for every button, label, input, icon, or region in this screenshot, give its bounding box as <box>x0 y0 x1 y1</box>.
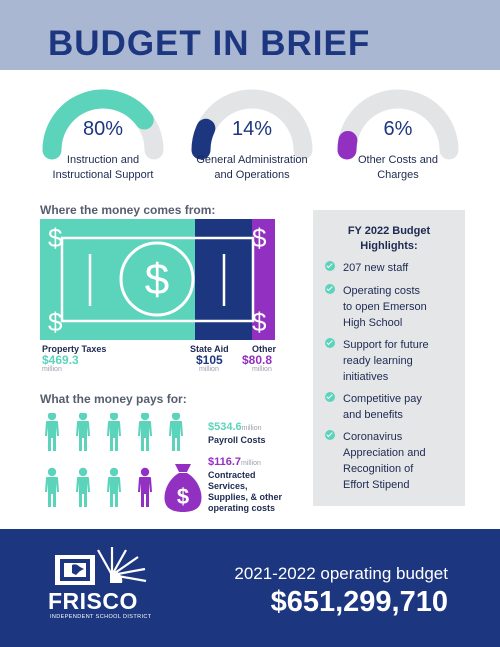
highlights-panel: FY 2022 Budget Highlights: 207 new staff… <box>313 210 465 506</box>
person-icon <box>45 413 59 451</box>
gauge-caption-line: General Administration <box>196 154 308 166</box>
expense-desc-line: Supplies, & other <box>208 492 283 502</box>
gauge-arc <box>191 89 313 160</box>
revenue-source-unit: million <box>252 366 272 373</box>
expense-desc: Payroll Costs <box>208 435 266 446</box>
highlight-text: Support for future ready learning initia… <box>343 337 461 385</box>
highlight-line: Operating costs <box>343 285 421 297</box>
revenue-source-amount: $105 <box>196 353 223 367</box>
gauge-percent: 80% <box>82 118 124 140</box>
expense-amount-unit: million <box>241 425 262 432</box>
svg-text:$: $ <box>177 484 189 509</box>
expense-amount: $534.6million <box>208 421 262 433</box>
check-circle-icon <box>325 261 335 271</box>
highlight-line: High School <box>343 317 403 329</box>
money-bag-icon: $ <box>164 464 202 512</box>
highlight-text: Operating costs to open Emerson High Sch… <box>343 283 461 331</box>
revenue-heading: Where the money comes from: <box>40 203 216 217</box>
gauge-caption-line: and Operations <box>214 169 290 181</box>
gauge-caption-line: Instruction and <box>66 154 140 166</box>
expense-amount-value: $116.7 <box>208 456 242 468</box>
svg-text:$: $ <box>252 307 267 337</box>
gauge-caption: General Administration and Operations <box>172 153 332 183</box>
highlight-line: initiatives <box>343 371 389 383</box>
highlight-line: 207 new staff <box>343 262 409 274</box>
gauge-administration: 14% General Administration and Operation… <box>187 88 317 188</box>
revenue-source-label: Property Taxes <box>42 344 107 354</box>
gauge-caption: Other Costs and Charges <box>318 153 478 183</box>
gauge-caption-line: Charges <box>377 169 419 181</box>
person-icon <box>45 467 59 507</box>
check-circle-icon <box>325 284 335 294</box>
revenue-source-amount: $469.3 <box>42 353 79 367</box>
check-circle-icon <box>325 392 335 402</box>
expense-amount-unit: million <box>241 460 261 467</box>
gauge-caption-line: Other Costs and <box>357 154 439 166</box>
revenue-source-unit: million <box>199 366 219 373</box>
highlights-title-line: FY 2022 Budget <box>347 225 431 237</box>
expenses-heading: What the money pays for: <box>40 392 187 406</box>
person-icon <box>138 467 152 507</box>
budget-label: 2021-2022 operating budget <box>234 564 448 583</box>
footer-band <box>0 529 500 647</box>
revenue-source-label: Other <box>252 344 277 354</box>
gauge-percent: 14% <box>231 118 273 140</box>
revenue-source-label: State Aid <box>190 344 229 354</box>
svg-text:$: $ <box>145 255 169 304</box>
logo-subtitle: INDEPENDENT SCHOOL DISTRICT <box>50 614 152 620</box>
svg-text:$: $ <box>48 307 63 337</box>
expense-desc-line: operating costs <box>208 503 276 513</box>
highlights-title-line: Highlights: <box>360 240 418 252</box>
highlight-text: 207 new staff <box>343 260 461 276</box>
highlight-line: Coronavirus <box>343 431 403 443</box>
highlight-line: Support for future <box>343 339 429 351</box>
expense-amount-value: $534.6 <box>208 421 242 433</box>
revenue-source-unit: million <box>42 366 62 373</box>
gauge-other-costs: 6% Other Costs and Charges <box>333 88 463 188</box>
check-circle-icon <box>325 338 335 348</box>
dollar-bill-icon: $ $ $ $ $ <box>40 219 275 340</box>
person-icon <box>76 467 90 507</box>
gauge-percent: 6% <box>383 118 413 140</box>
highlight-line: Effort Stipend <box>343 479 410 491</box>
header-band <box>0 0 500 70</box>
person-icon <box>107 413 121 451</box>
gauge-arc <box>42 89 164 160</box>
person-icon <box>169 413 183 451</box>
highlight-line: and benefits <box>343 409 403 421</box>
expense-desc-line: Payroll Costs <box>208 435 266 445</box>
highlight-text: Coronavirus Appreciation and Recognition… <box>343 429 461 493</box>
frisco-logo-icon <box>55 547 147 585</box>
highlight-line: Recognition of <box>343 463 414 475</box>
person-icon <box>138 413 152 451</box>
highlight-text: Competitive pay and benefits <box>343 391 461 423</box>
gauge-fill <box>337 130 358 160</box>
person-icon <box>107 467 121 507</box>
gauge-fill <box>191 118 216 160</box>
check-circle-icon <box>325 430 335 440</box>
page-title: BUDGET IN BRIEF <box>48 24 371 63</box>
svg-text:$: $ <box>48 223 63 253</box>
expense-amount: $116.7million <box>208 456 261 468</box>
svg-text:$: $ <box>252 223 267 253</box>
logo-name: FRISCO <box>48 588 138 614</box>
highlight-line: Competitive pay <box>343 393 422 405</box>
expense-desc: Contracted Services, Supplies, & other o… <box>208 470 282 514</box>
highlights-title: FY 2022 Budget Highlights: <box>313 224 465 254</box>
budget-value: $651,299,710 <box>270 586 448 618</box>
highlight-line: to open Emerson <box>343 301 427 313</box>
gauge-instruction: 80% Instruction and Instructional Suppor… <box>38 88 168 188</box>
highlight-line: Appreciation and <box>343 447 426 459</box>
highlight-line: ready learning <box>343 355 413 367</box>
gauge-fill <box>42 89 154 160</box>
gauge-track <box>337 89 459 160</box>
expense-desc-line: Contracted <box>208 470 256 480</box>
gauge-arc <box>337 89 459 160</box>
person-icon <box>76 413 90 451</box>
gauge-caption: Instruction and Instructional Support <box>23 153 183 183</box>
revenue-source-amount: $80.8 <box>242 353 273 367</box>
expense-desc-line: Services, <box>208 481 248 491</box>
gauge-caption-line: Instructional Support <box>52 169 154 181</box>
